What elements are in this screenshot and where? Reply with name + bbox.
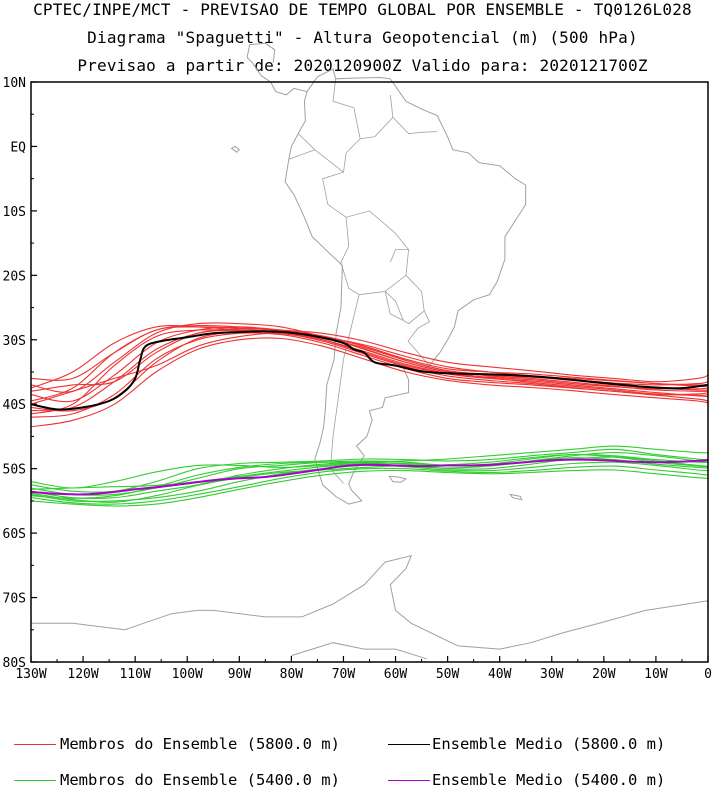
ensemble-5400-member-8	[30, 453, 709, 490]
x-tick-label: 0	[704, 667, 712, 682]
ensemble-members-5400	[30, 445, 709, 507]
country-border	[384, 291, 404, 321]
ice-shelf-edge	[291, 642, 427, 660]
y-tick-label: 10N	[3, 76, 26, 91]
country-border	[288, 149, 315, 160]
chart-title-line-2: Diagrama "Spaguetti" - Altura Geopotenci…	[87, 28, 638, 47]
x-tick-label: 50W	[436, 667, 460, 682]
antarctica-west-coast	[31, 609, 214, 631]
country-border	[389, 249, 409, 263]
y-tick-label: 70S	[3, 592, 26, 607]
country-border	[329, 294, 360, 484]
legend-swatch-5400-members	[14, 780, 56, 781]
ensemble-5800-member-9	[30, 324, 709, 402]
y-tick-label: EQ	[10, 140, 26, 155]
ensemble-5400-member-3	[30, 452, 709, 496]
antarctica-coast	[213, 554, 709, 650]
caribbean-coast	[246, 42, 276, 63]
x-tick-label: 90W	[228, 667, 252, 682]
south-america-coast	[284, 68, 527, 505]
legend-swatch-5800-members	[14, 744, 56, 745]
ensemble-5800-member-4	[30, 329, 709, 412]
ensemble-5400-member-7	[30, 469, 709, 507]
x-tick-label: 100W	[172, 667, 203, 682]
ensemble-5400-member-2	[30, 448, 709, 493]
country-border	[407, 310, 430, 366]
south-georgia	[508, 493, 523, 501]
country-border	[322, 94, 394, 218]
country-border	[384, 275, 425, 325]
ensemble-5800-member-11	[30, 328, 709, 396]
x-tick-label: 80W	[280, 667, 304, 682]
falkland-islands	[388, 475, 408, 483]
ensemble-mean-5400	[30, 458, 709, 496]
legend-swatch-5800-mean	[388, 744, 430, 745]
country-border	[332, 78, 361, 139]
x-tick-label: 60W	[384, 667, 408, 682]
galapagos-islands	[230, 145, 241, 153]
ensemble-means	[30, 330, 709, 496]
x-tick-label: 20W	[592, 667, 616, 682]
x-tick-label: 120W	[67, 667, 98, 682]
ensemble-5800-member-10	[30, 329, 709, 415]
x-tick-label: 30W	[540, 667, 564, 682]
coastlines	[31, 42, 709, 660]
ensemble-5800-member-12	[30, 331, 709, 412]
y-tick-label: 20S	[3, 269, 26, 284]
plot-frame	[30, 81, 709, 663]
y-tick-label: 80S	[3, 656, 26, 671]
ensemble-mean-5800	[30, 330, 709, 411]
country-border	[340, 210, 410, 296]
ensemble-5800-member-8	[30, 325, 709, 389]
x-tick-label: 70W	[332, 667, 356, 682]
ensemble-5400-member-10	[30, 453, 709, 503]
ensemble-members-5800	[30, 322, 709, 428]
y-axis: 10N EQ 10S 20S 30S 40S 50S 60S 70S 80S	[3, 76, 37, 671]
country-border	[392, 117, 438, 135]
x-axis: 130W 120W 110W 100W 90W 80W 70W 60W 50W 40W 30W 20W…	[15, 656, 712, 682]
x-tick-label: 130W	[15, 667, 46, 682]
legend-label-5400-members: Membros do Ensemble (5400.0 m)	[60, 771, 340, 789]
ensemble-5400-member-6	[30, 465, 709, 505]
ensemble-5800-member-6	[30, 337, 709, 428]
legend-label-5400-mean: Ensemble Medio (5400.0 m)	[432, 771, 666, 789]
x-tick-label: 10W	[644, 667, 668, 682]
y-tick-label: 60S	[3, 527, 26, 542]
legend-label-5800-mean: Ensemble Medio (5800.0 m)	[432, 735, 666, 753]
legend-swatch-5400-mean	[388, 780, 430, 781]
x-tick-label: 110W	[119, 667, 150, 682]
ensemble-5800-member-5	[30, 332, 709, 418]
y-tick-label: 10S	[3, 205, 26, 220]
chart-title-line-3: Previsao a partir de: 2020120900Z Valido…	[77, 56, 648, 75]
y-tick-label: 30S	[3, 334, 26, 349]
y-tick-label: 50S	[3, 463, 26, 478]
chart-title-line-1: CPTEC/INPE/MCT - PREVISAO DE TEMPO GLOBA…	[33, 0, 692, 19]
x-tick-label: 40W	[488, 667, 512, 682]
central-america-coast	[246, 57, 308, 96]
y-tick-label: 40S	[3, 398, 26, 413]
legend-label-5800-members: Membros do Ensemble (5800.0 m)	[60, 735, 340, 753]
